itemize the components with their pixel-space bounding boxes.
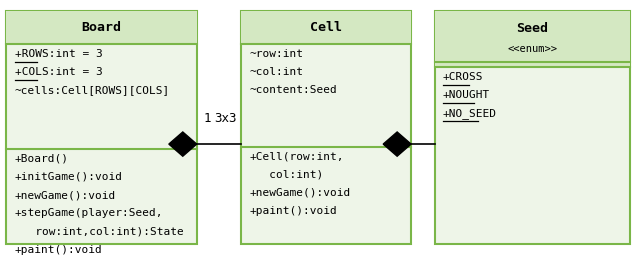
Text: ~row:int: ~row:int xyxy=(249,49,303,59)
Text: +CROSS: +CROSS xyxy=(443,72,483,82)
Text: ~cells:Cell[ROWS][COLS]: ~cells:Cell[ROWS][COLS] xyxy=(15,85,170,95)
Text: <<enum>>: <<enum>> xyxy=(507,44,557,54)
Text: row:int,col:int):State: row:int,col:int):State xyxy=(15,227,183,236)
Polygon shape xyxy=(169,132,197,156)
Text: ~col:int: ~col:int xyxy=(249,67,303,77)
Bar xyxy=(434,12,630,67)
Text: +COLS:int = 3: +COLS:int = 3 xyxy=(15,67,103,77)
Text: +Board(): +Board() xyxy=(15,154,69,164)
Text: 3x3: 3x3 xyxy=(215,112,237,125)
Text: 1: 1 xyxy=(203,112,211,125)
Text: +NO_SEED: +NO_SEED xyxy=(443,108,497,119)
Text: +newGame():void: +newGame():void xyxy=(15,190,116,200)
Text: +Cell(row:int,: +Cell(row:int, xyxy=(249,151,344,161)
Text: Cell: Cell xyxy=(310,21,342,34)
Text: +paint():void: +paint():void xyxy=(15,245,103,255)
Bar xyxy=(6,12,197,44)
Bar xyxy=(6,12,197,244)
Text: Board: Board xyxy=(82,21,122,34)
Text: col:int): col:int) xyxy=(249,169,324,179)
Text: +stepGame(player:Seed,: +stepGame(player:Seed, xyxy=(15,208,163,218)
Text: +NOUGHT: +NOUGHT xyxy=(443,90,490,100)
Text: +newGame():void: +newGame():void xyxy=(249,188,350,198)
Text: Seed: Seed xyxy=(516,22,548,35)
Bar xyxy=(241,12,411,44)
Text: +ROWS:int = 3: +ROWS:int = 3 xyxy=(15,49,103,59)
Text: +initGame():void: +initGame():void xyxy=(15,172,123,182)
Polygon shape xyxy=(383,132,411,156)
Text: +paint():void: +paint():void xyxy=(249,206,337,216)
Bar xyxy=(434,12,630,244)
Bar xyxy=(241,12,411,244)
Text: ~content:Seed: ~content:Seed xyxy=(249,85,337,95)
